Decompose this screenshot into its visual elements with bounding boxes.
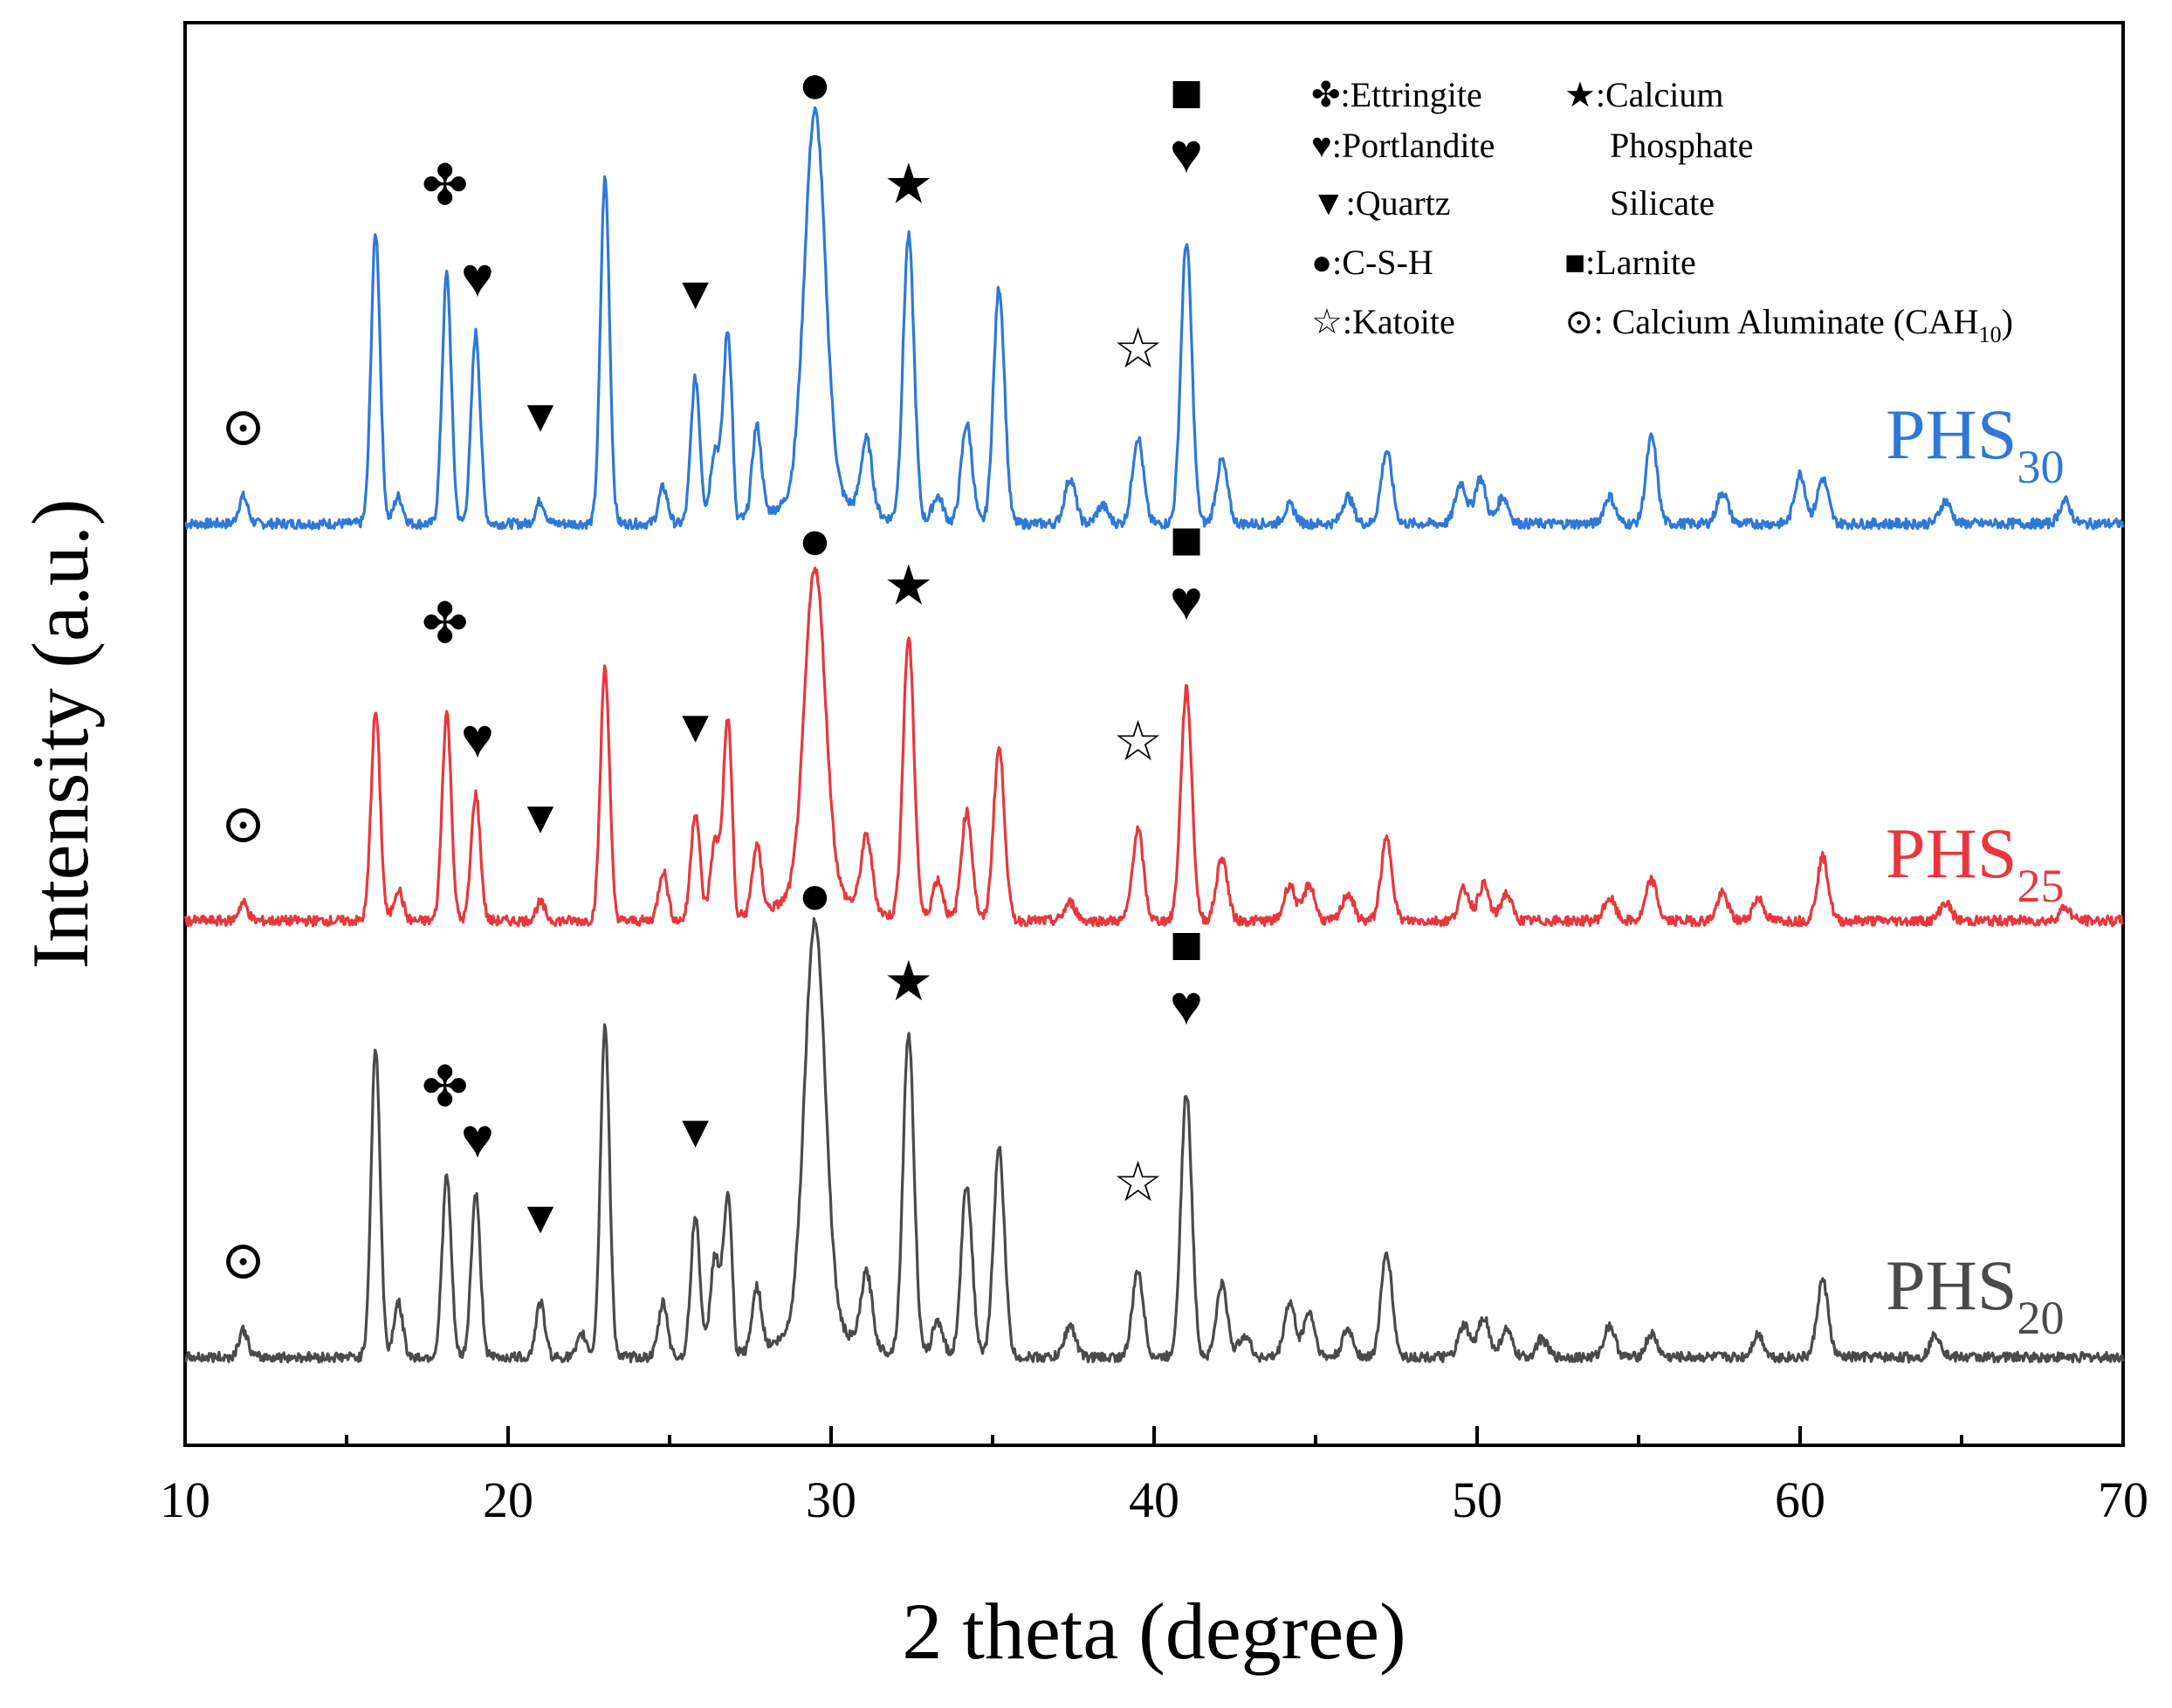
series-line-PHS30 bbox=[184, 106, 2125, 531]
legend-entry: ▼:Quartz bbox=[1311, 183, 1451, 223]
legend-entry: ✤:Ettringite bbox=[1311, 75, 1482, 114]
peak-marker: ♥ bbox=[461, 1108, 494, 1170]
x-tick-label: 20 bbox=[483, 1471, 533, 1528]
series-line-PHS25 bbox=[183, 566, 2125, 928]
x-tick-label: 60 bbox=[1775, 1471, 1825, 1528]
x-tick-label: 70 bbox=[2098, 1471, 2148, 1528]
x-tick-label: 40 bbox=[1129, 1471, 1179, 1528]
legend-entry: ☆:Katoite bbox=[1311, 302, 1455, 341]
legend-entry: ♥:Portlandite bbox=[1311, 126, 1495, 165]
peak-marker: ♥ bbox=[461, 707, 494, 769]
peak-marker: ✤ bbox=[422, 1056, 469, 1118]
legend-entry: ⊙: Calcium Aluminate (CAH10) bbox=[1564, 302, 2013, 347]
peak-marker: ▼ bbox=[518, 793, 562, 843]
peak-marker: ☆ bbox=[1113, 710, 1163, 772]
peak-marker: ● bbox=[798, 53, 832, 115]
legend-entry: Phosphate bbox=[1610, 126, 1753, 165]
series-PHS25: PHS25 bbox=[183, 566, 2125, 928]
peak-marker: ☆ bbox=[1113, 318, 1163, 380]
series-PHS30: PHS30 bbox=[184, 106, 2125, 531]
peak-annotations: ⊙✤♥▼▼●★☆■♥⊙✤♥▼▼●★☆■♥⊙✤♥▼▼●★☆■♥ bbox=[221, 53, 1204, 1291]
peak-marker: ▼ bbox=[673, 270, 718, 319]
y-axis-title: Intensity (a.u.) bbox=[16, 498, 105, 969]
x-tick-label: 10 bbox=[160, 1471, 210, 1528]
peak-marker: ★ bbox=[883, 555, 933, 617]
legend: ✤:Ettringite ♥:Portlandite ▼:Quartz ●:C-S-H… bbox=[1311, 75, 2013, 347]
peak-marker: ▼ bbox=[518, 392, 562, 442]
legend-entry: ★:Calcium bbox=[1564, 75, 1724, 114]
peak-marker: ■ bbox=[1170, 913, 1204, 975]
peak-marker: ✤ bbox=[422, 154, 469, 216]
peak-marker: ▼ bbox=[673, 703, 718, 752]
peak-marker: ★ bbox=[883, 153, 933, 215]
peak-marker: ● bbox=[798, 864, 832, 926]
peak-marker: ● bbox=[798, 510, 832, 572]
peak-marker: ★ bbox=[883, 950, 933, 1012]
x-axis: 10 20 30 40 50 60 70 bbox=[160, 1426, 2148, 1528]
x-tick-label: 50 bbox=[1452, 1471, 1502, 1528]
peak-marker: ♥ bbox=[1170, 974, 1203, 1036]
peak-marker: ■ bbox=[1170, 62, 1204, 124]
series-PHS20: PHS20 bbox=[184, 916, 2125, 1364]
legend-entry: Silicate bbox=[1610, 183, 1715, 223]
legend-entry: ●:C-S-H bbox=[1311, 243, 1433, 282]
peak-marker: ■ bbox=[1170, 509, 1204, 571]
peak-marker: ⊙ bbox=[221, 398, 266, 457]
x-axis-title: 2 theta (degree) bbox=[902, 1587, 1406, 1676]
peak-marker: ♥ bbox=[461, 247, 494, 309]
peak-marker: ⊙ bbox=[221, 795, 266, 854]
peak-marker: ⊙ bbox=[221, 1231, 266, 1291]
peak-marker: ▼ bbox=[518, 1194, 562, 1244]
peak-marker: ♥ bbox=[1170, 123, 1203, 185]
series-label-PHS25: PHS25 bbox=[1886, 813, 2064, 912]
series-label-PHS30: PHS30 bbox=[1886, 394, 2064, 493]
peak-marker: ✤ bbox=[422, 593, 469, 655]
peak-marker: ♥ bbox=[1170, 570, 1203, 632]
x-tick-label: 30 bbox=[806, 1471, 856, 1528]
peak-marker: ▼ bbox=[673, 1108, 718, 1157]
series-layer: PHS30 PHS25 PHS20 bbox=[183, 106, 2125, 1364]
series-label-PHS20: PHS20 bbox=[1886, 1245, 2064, 1344]
legend-entry: ■:Larnite bbox=[1564, 243, 1696, 282]
peak-marker: ☆ bbox=[1113, 1151, 1163, 1213]
series-line-PHS20 bbox=[184, 916, 2125, 1364]
